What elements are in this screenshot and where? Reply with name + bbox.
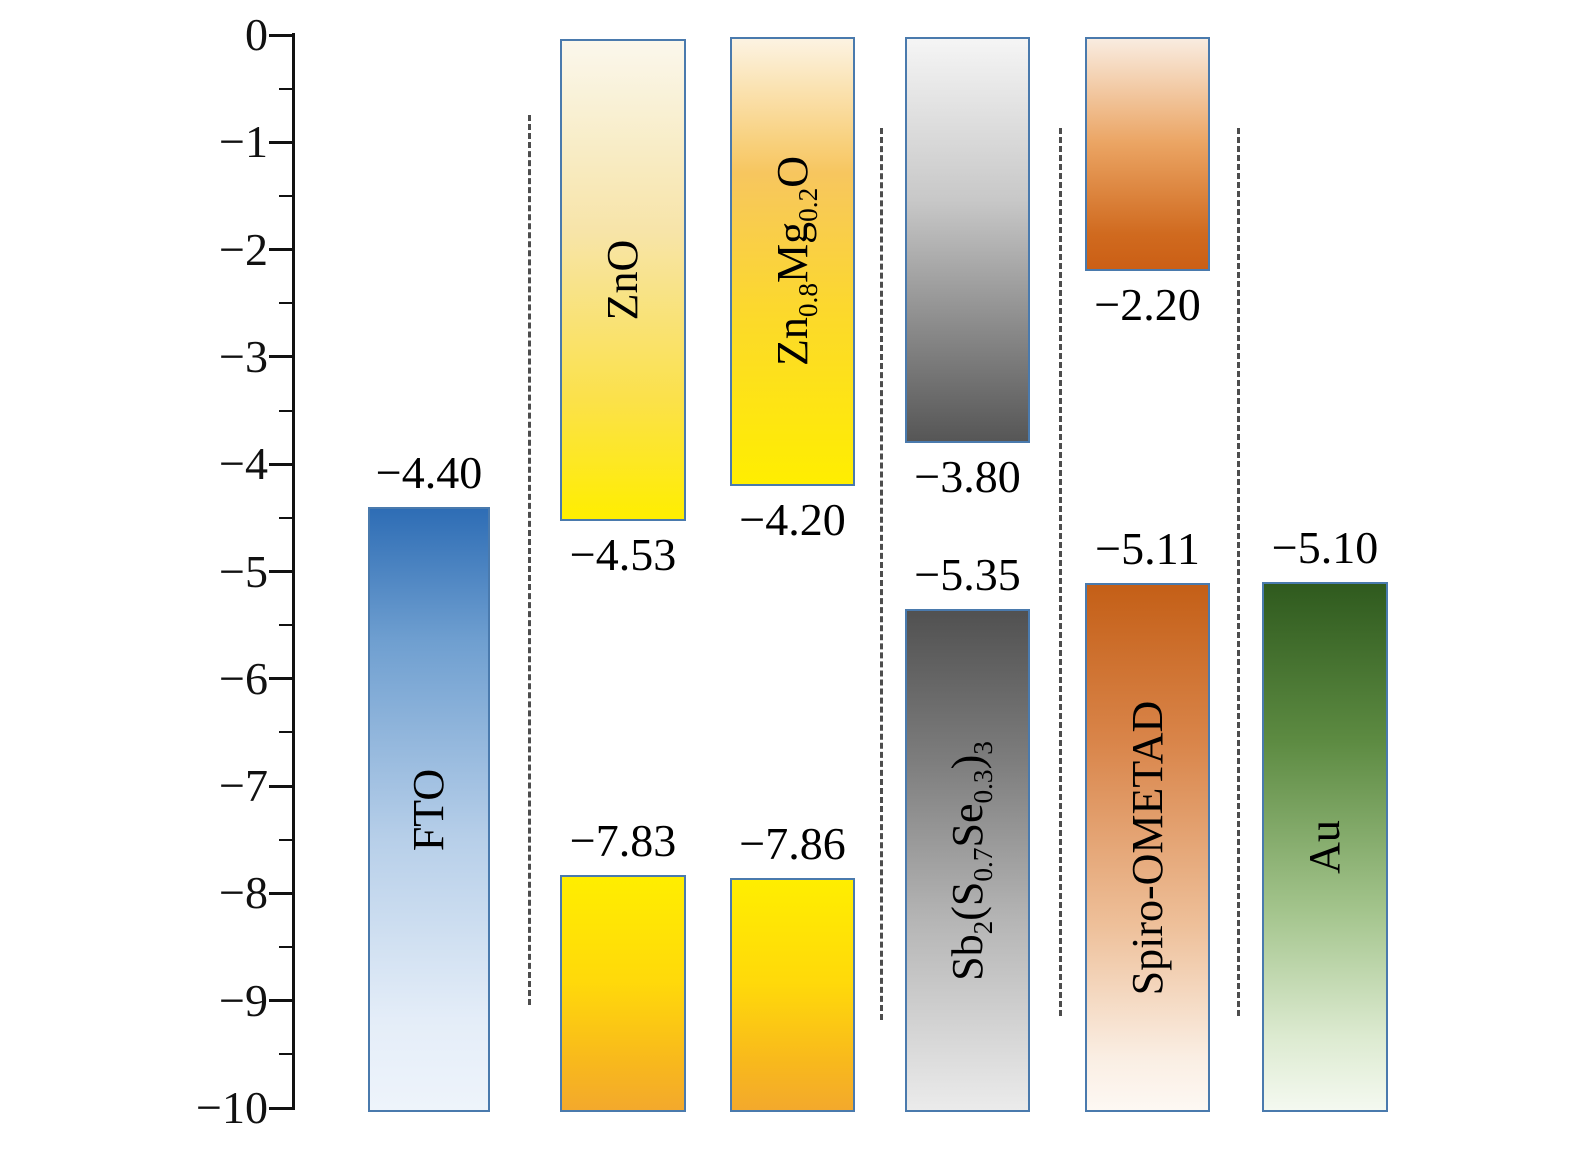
minor-tick bbox=[279, 946, 293, 949]
layer-separator bbox=[1237, 128, 1240, 1016]
y-tick-label: −5 bbox=[219, 545, 268, 597]
material-label-sb-vb: Sb2(S0.7Se0.3)3 bbox=[942, 740, 998, 981]
y-tick-label: 0 bbox=[245, 9, 268, 60]
major-tick bbox=[269, 33, 293, 37]
minor-tick bbox=[279, 516, 293, 519]
energy-value-sb-vb: −5.35 bbox=[914, 549, 1021, 601]
y-tick-label: −2 bbox=[219, 223, 268, 275]
minor-tick bbox=[279, 624, 293, 627]
y-tick-label: −8 bbox=[219, 867, 268, 919]
minor-tick bbox=[279, 1053, 293, 1056]
bar-au bbox=[1262, 582, 1388, 1113]
material-label-znmgo-cb: Zn0.8Mg0.2O bbox=[767, 156, 823, 367]
minor-tick bbox=[279, 194, 293, 197]
minor-tick bbox=[279, 731, 293, 734]
minor-tick bbox=[279, 409, 293, 412]
bar-znmgo-vb bbox=[730, 878, 855, 1113]
y-tick-label: −9 bbox=[219, 974, 268, 1026]
major-tick bbox=[269, 677, 293, 681]
major-tick bbox=[269, 248, 293, 252]
bar-zno-vb bbox=[560, 875, 686, 1113]
bar-znmgo-cb bbox=[730, 37, 855, 486]
bar-spiro-vb bbox=[1085, 583, 1210, 1113]
y-tick-label: −1 bbox=[219, 116, 268, 168]
major-tick bbox=[269, 355, 293, 359]
layer-separator bbox=[880, 128, 883, 1020]
y-tick-label: −7 bbox=[219, 760, 268, 812]
material-label-zno-cb: ZnO bbox=[598, 239, 647, 321]
y-tick-label: −4 bbox=[219, 438, 268, 490]
energy-value-spiro-vb: −5.11 bbox=[1095, 523, 1200, 575]
major-tick bbox=[269, 999, 293, 1003]
y-tick-label: −6 bbox=[219, 652, 268, 704]
bar-sb-vb bbox=[905, 609, 1030, 1113]
bar-zno-cb bbox=[560, 39, 686, 522]
energy-value-au: −5.10 bbox=[1271, 522, 1379, 574]
major-tick bbox=[269, 140, 293, 144]
y-axis bbox=[292, 33, 295, 1110]
bar-sb-cb bbox=[905, 37, 1030, 443]
major-tick bbox=[269, 462, 293, 466]
major-tick bbox=[269, 570, 293, 573]
major-tick bbox=[269, 1106, 293, 1110]
material-label-spiro-vb: Spiro-OMETAD bbox=[1122, 700, 1172, 996]
energy-value-znmgo-vb: −7.86 bbox=[739, 818, 846, 870]
y-tick-label: −3 bbox=[219, 330, 268, 382]
major-tick bbox=[269, 784, 293, 788]
layer-separator bbox=[528, 115, 531, 1005]
y-tick-label: −10 bbox=[196, 1082, 268, 1133]
material-label-au: Au bbox=[1300, 820, 1349, 875]
bar-spiro-cb bbox=[1085, 37, 1210, 272]
material-label-fto: FTO bbox=[404, 768, 453, 851]
minor-tick bbox=[279, 302, 293, 305]
energy-value-zno-cb: −4.53 bbox=[569, 529, 677, 581]
major-tick bbox=[269, 891, 293, 895]
minor-tick bbox=[279, 87, 293, 90]
bar-fto bbox=[368, 507, 490, 1113]
energy-value-fto: −4.40 bbox=[375, 447, 483, 499]
energy-value-znmgo-cb: −4.20 bbox=[739, 493, 846, 545]
energy-value-spiro-cb: −2.20 bbox=[1094, 279, 1201, 331]
energy-value-zno-vb: −7.83 bbox=[569, 815, 677, 867]
layer-separator bbox=[1059, 128, 1062, 1016]
energy-value-sb-cb: −3.80 bbox=[914, 450, 1021, 502]
minor-tick bbox=[279, 838, 293, 841]
